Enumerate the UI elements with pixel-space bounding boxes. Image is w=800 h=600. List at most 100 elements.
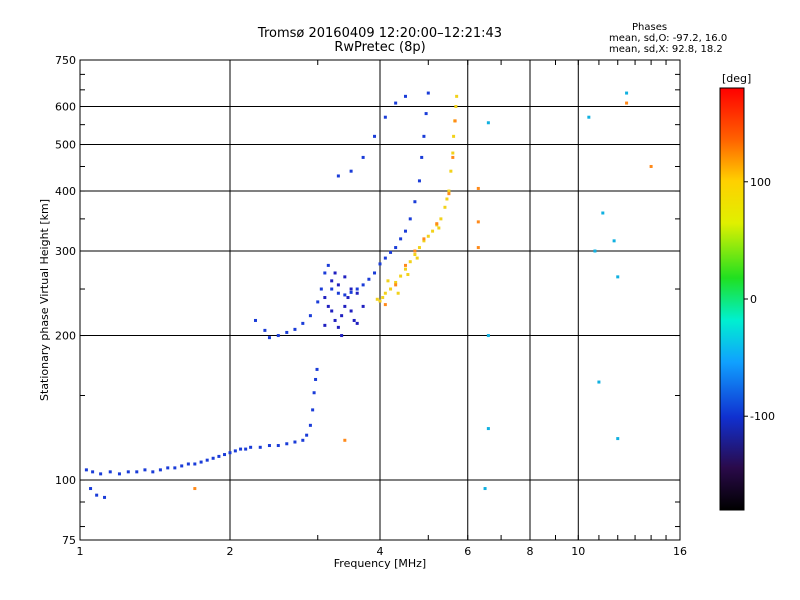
data-point (386, 279, 390, 283)
data-point (375, 297, 379, 301)
data-point (476, 220, 480, 224)
x-axis-label: Frequency [MHz] (334, 557, 426, 570)
data-point (315, 367, 319, 371)
data-point (346, 296, 350, 300)
data-point (293, 327, 297, 331)
data-point (199, 460, 203, 464)
data-point (399, 274, 403, 278)
data-point (336, 325, 340, 329)
data-point (422, 239, 426, 243)
data-point (349, 309, 353, 313)
data-point (228, 451, 232, 455)
data-point (285, 330, 289, 334)
data-point (373, 271, 377, 275)
data-point (336, 174, 340, 178)
data-point (394, 280, 398, 284)
data-point (330, 287, 334, 291)
data-point (151, 470, 155, 474)
data-point (239, 447, 243, 451)
data-point (616, 275, 620, 279)
data-point (373, 134, 377, 138)
data-point (649, 164, 653, 168)
data-point (424, 112, 428, 116)
data-point (355, 287, 359, 291)
data-point (276, 444, 280, 448)
data-point (330, 279, 334, 283)
data-point (312, 391, 316, 395)
x-tick-label: 16 (673, 545, 687, 558)
data-point (394, 246, 398, 250)
data-point (89, 487, 93, 491)
data-point (451, 151, 455, 155)
colorbar-gradient (719, 87, 745, 511)
colorbar-tick-label: 100 (750, 176, 771, 189)
data-point (597, 380, 601, 384)
data-point (625, 101, 629, 105)
data-point (316, 300, 320, 304)
data-point (126, 470, 130, 474)
data-point (413, 253, 417, 257)
data-point (367, 277, 371, 281)
x-tick-label: 6 (464, 545, 471, 558)
data-point (383, 291, 387, 295)
data-point (383, 115, 387, 119)
data-point (403, 263, 407, 267)
data-point (193, 462, 197, 466)
data-point (486, 121, 490, 125)
data-point (361, 304, 365, 308)
data-point (349, 290, 353, 294)
data-point (355, 321, 359, 325)
data-point (378, 262, 382, 266)
data-points (84, 91, 653, 499)
x-tick-label: 10 (571, 545, 585, 558)
data-point (330, 309, 334, 313)
y-tick-label: 300 (55, 245, 76, 258)
data-point (103, 495, 107, 499)
data-point (326, 263, 330, 267)
data-point (417, 179, 421, 183)
data-point (408, 260, 412, 264)
data-point (158, 468, 162, 472)
data-point (422, 134, 426, 138)
data-point (293, 440, 297, 444)
data-point (476, 246, 480, 250)
data-point (439, 217, 443, 221)
chart-subtitle: RwPretec (8p) (334, 40, 426, 55)
y-tick-label: 600 (55, 101, 76, 114)
data-point (253, 318, 257, 322)
data-point (445, 197, 449, 201)
data-point (143, 468, 147, 472)
chart-title: Tromsø 20160409 12:20:00–12:21:43 (257, 26, 503, 41)
data-point (305, 433, 309, 437)
data-point (378, 299, 382, 303)
data-point (455, 94, 459, 98)
y-tick-label: 200 (55, 330, 76, 343)
phase-info-o-mode: mean, sd,O: -97.2, 16.0 (609, 33, 728, 44)
data-point (417, 246, 421, 250)
data-point (355, 291, 359, 295)
data-point (616, 437, 620, 441)
data-point (601, 211, 605, 215)
data-point (285, 442, 289, 446)
data-point (135, 470, 139, 474)
data-point (399, 237, 403, 241)
data-point (99, 472, 103, 476)
data-point (625, 91, 629, 95)
data-point (451, 155, 455, 159)
data-point (486, 427, 490, 431)
data-point (394, 101, 398, 105)
data-point (308, 314, 312, 318)
data-point (447, 192, 451, 196)
axes: 1 2 4 6 8 10 16 75 100 200 300 400 500 600 750 Frequenc… (38, 54, 687, 570)
data-point (403, 94, 407, 98)
data-point (612, 239, 616, 243)
data-point (323, 296, 327, 300)
data-point (381, 296, 385, 300)
data-point (180, 464, 184, 468)
data-point (311, 408, 315, 412)
data-point (223, 453, 227, 457)
data-point (593, 249, 597, 253)
y-tick-label: 500 (55, 139, 76, 152)
data-point (420, 155, 424, 159)
data-point (211, 456, 215, 460)
